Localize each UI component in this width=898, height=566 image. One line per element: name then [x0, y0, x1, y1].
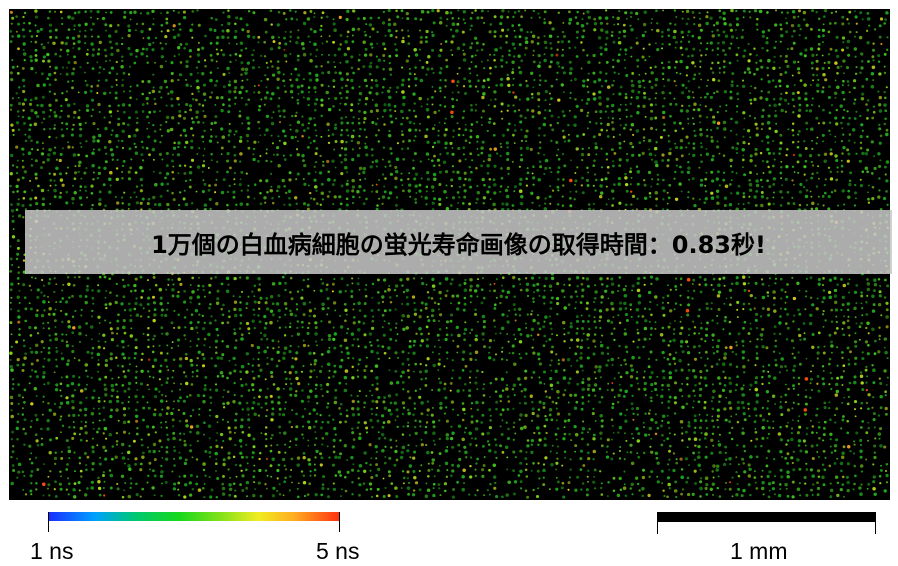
caption-text: 1万個の白血病細胞の蛍光寿命画像の取得時間：0.83秒! [151, 230, 766, 259]
colorbar-min-label: 1 ns [30, 538, 74, 564]
scale-bar [657, 512, 876, 534]
scale-bar-right-tick [875, 512, 876, 534]
scale-bar-label: 1 mm [730, 538, 788, 564]
caption-banner: 1万個の白血病細胞の蛍光寿命画像の取得時間：0.83秒! [25, 210, 892, 274]
lifetime-colorbar [48, 512, 340, 532]
colorbar-left-tick [48, 512, 49, 532]
colorbar-gradient [48, 512, 340, 521]
colorbar-max-label: 5 ns [316, 538, 360, 564]
colorbar-right-tick [339, 512, 340, 532]
scale-bar-left-tick [657, 512, 658, 534]
scale-bar-fill [657, 512, 876, 522]
